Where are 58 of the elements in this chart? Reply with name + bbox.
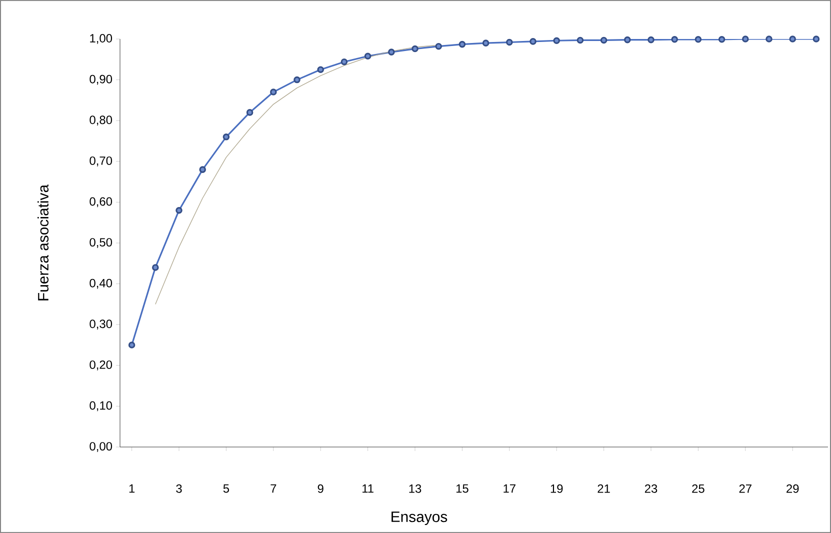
point [222,134,230,140]
point [294,76,300,84]
x-tick-label: 15 [456,484,468,493]
point [742,36,749,42]
x-tick-label: 11 [362,484,374,493]
y-tick-label: 1,00 [90,34,112,44]
point [482,40,490,46]
x-tick-label: 3 [176,484,182,493]
x-tick-label: 21 [598,484,610,493]
point [435,42,442,50]
point [176,206,182,214]
y-tick-label: 0,50 [90,238,112,248]
y-tick-label: 0,60 [90,197,112,208]
point [458,40,466,48]
y-tick-label: 0,30 [90,320,112,330]
x-tick-label: 29 [786,484,799,493]
x-tick-label: 27 [739,484,752,493]
point [648,36,654,44]
y-tick-label: 0,80 [90,116,112,126]
point [340,58,348,66]
y-tick-label: 0,00 [90,442,112,452]
point [317,66,324,73]
point [412,45,418,52]
x-tick-label: 19 [550,484,563,493]
x-tick-label: 17 [504,484,516,493]
y-tick-label: 0,70 [90,156,112,166]
point [246,109,254,116]
point [388,48,395,56]
x-tick-label: 5 [223,484,230,493]
y-tick-label: 0,90 [90,74,112,85]
point [718,36,726,43]
x-tick-label: 9 [318,484,324,493]
point [812,36,820,42]
point [694,36,702,43]
x-tick-label: 23 [644,484,658,493]
x-tick-label: 13 [409,484,422,493]
x-tick-label: 1 [129,484,135,493]
y-tick-label: 0,20 [90,360,112,370]
point [600,36,608,44]
point [530,38,536,45]
point [624,36,631,44]
point [152,264,159,271]
point [199,166,206,173]
point [671,36,678,43]
y-axis-title: Fuerza asociativa [38,184,49,300]
x-tick-label: 25 [692,484,704,493]
x-axis-title: Ensayos [392,512,448,526]
y-tick-label: 0,10 [90,401,112,412]
y-tick-label: 0,40 [90,278,112,289]
point [128,342,136,348]
point [766,36,772,42]
point [576,36,584,44]
point [364,52,372,60]
point [506,38,513,46]
point [270,88,277,96]
point [553,37,560,44]
point [789,36,796,42]
x-tick-label: 7 [270,484,276,493]
